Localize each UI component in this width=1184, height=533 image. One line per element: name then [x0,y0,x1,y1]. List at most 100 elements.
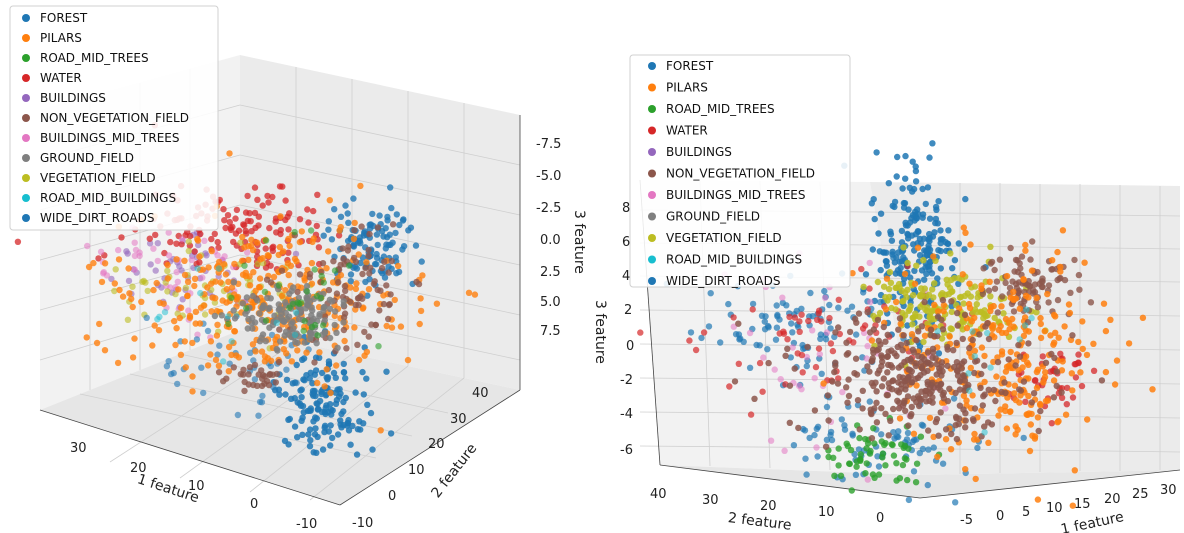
scatter-point [838,416,845,423]
scatter-point [988,258,996,266]
scatter-point [969,392,976,399]
scatter-point [340,314,348,321]
scatter-point [868,435,876,442]
scatter-point [191,282,198,290]
scatter-point [1027,256,1034,263]
scatter-point [345,219,352,226]
scatter-point [971,353,978,360]
scatter-point [1005,356,1012,363]
scatter-point [926,263,933,270]
scatter-point [131,266,138,273]
scatter-point [325,218,332,225]
scatter-point [352,258,360,265]
scatter-point [250,381,257,389]
scatter-point [800,425,807,433]
scatter-point [285,271,292,279]
legend-marker [648,277,656,285]
scatter-point [366,275,373,283]
scatter-point [929,286,936,293]
right-legend-items: FOREST PILARS ROAD_MID_TREES WATER BUILDINGS… [648,59,815,288]
scatter-point [341,337,348,345]
scatter-point [181,257,188,264]
scatter-point [282,309,289,317]
scatter-point [804,343,811,351]
scatter-point [361,328,368,336]
scatter-point [388,204,395,212]
scatter-point [184,292,191,299]
scatter-point [345,262,353,269]
scatter-point [176,263,183,270]
scatter-point [224,212,232,219]
scatter-point [1002,329,1010,337]
scatter-point [918,421,926,428]
scatter-point [1022,292,1030,299]
scatter-point [1058,367,1066,374]
right-ticks: 8 6 4 2 0 -2 -4 -6 40 30 20 10 0 -5 0 5 … [620,201,1177,528]
scatter-point [730,314,737,321]
scatter-point [965,300,973,308]
scatter-point [971,405,979,412]
scatter-point [115,246,122,254]
scatter-point [1037,320,1045,328]
scatter-point [352,285,360,293]
scatter-point [760,354,767,361]
scatter-point [889,248,896,255]
scatter-point [301,275,308,282]
scatter-point [1011,390,1018,397]
scatter-point [913,337,920,344]
scatter-point [1078,382,1086,390]
scatter-point [903,436,911,443]
scatter-point [294,399,301,406]
scatter-point [1059,227,1067,234]
scatter-point [259,372,267,379]
scatter-point [243,294,251,301]
scatter-point [884,369,891,376]
legend-marker [22,54,30,62]
scatter-point [188,256,195,264]
scatter-point [981,423,988,430]
scatter-point [249,341,257,348]
scatter-point [913,262,920,269]
scatter-point [912,479,920,486]
scatter-point [291,331,299,339]
right-ztick: -6 [620,443,633,458]
scatter-point [1025,410,1033,417]
scatter-point [1048,420,1056,427]
scatter-point [323,265,330,272]
legend-marker [648,255,656,264]
scatter-point [396,221,403,229]
scatter-point [874,453,881,460]
scatter-point [923,293,930,301]
scatter-point [126,290,133,297]
left-xtick: -10 [296,517,317,532]
scatter-point [1028,267,1036,274]
scatter-point [84,242,91,250]
scatter-point [919,185,926,193]
scatter-point [918,364,925,371]
scatter-point [249,292,257,300]
scatter-point [851,315,859,323]
scatter-point [908,403,915,411]
scatter-point [987,293,994,300]
scatter-point [985,335,993,343]
scatter-point [1051,354,1058,362]
scatter-point [918,323,926,330]
scatter-point [229,223,236,231]
scatter-point [276,391,283,398]
scatter-point [335,279,342,286]
scatter-point [948,430,955,438]
scatter-point [173,325,180,332]
scatter-point [885,432,892,439]
scatter-point [1021,314,1029,321]
scatter-point [910,468,918,475]
scatter-point [294,434,301,441]
scatter-point [294,288,301,296]
scatter-point [324,374,332,381]
scatter-point [371,278,378,285]
scatter-point [853,331,860,338]
legend-label: ROAD_MID_TREES [666,102,775,116]
scatter-point [1069,332,1076,339]
scatter-point [388,257,395,265]
right-legend-box [629,54,851,288]
scatter-point [776,316,783,323]
